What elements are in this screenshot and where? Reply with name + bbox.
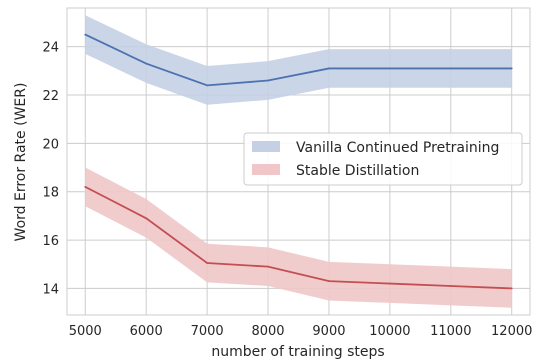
data-point [388,67,391,70]
x-tick-labels: 5000 6000 7000 8000 9000 10000 11000 12000 [69,324,533,339]
x-tick-label: 6000 [130,324,163,339]
legend-swatch-stable [252,164,280,175]
y-tick-label: 18 [42,186,59,201]
data-point [510,287,513,290]
y-tick-labels: 14 16 18 20 22 24 [42,41,59,298]
legend-frame [243,132,523,186]
series-line-0 [84,33,512,87]
confidence-band-1 [85,167,512,308]
x-tick-label: 5000 [69,324,102,339]
data-point [449,285,452,287]
data-point [206,262,209,264]
data-point [84,33,87,36]
legend-label-vanilla: Vanilla Continued Pretraining [296,140,499,156]
y-tick-label: 14 [42,282,59,297]
y-tick-label: 20 [42,137,59,152]
y-axis-label: Word Error Rate (WER) [13,83,29,242]
data-point [328,67,330,70]
legend-swatch-vanilla [252,141,280,152]
data-point [328,280,330,283]
data-point [84,185,87,188]
x-tick-label: 11000 [430,324,471,339]
data-point [267,79,269,82]
x-tick-label: 7000 [191,324,224,339]
confidence-bands [85,15,512,308]
data-point [510,67,513,70]
data-point [388,282,391,285]
x-axis-label: number of training steps [211,344,384,360]
y-tick-label: 16 [42,234,59,249]
data-point [267,265,269,268]
series-line-1 [84,186,512,290]
y-tick-label: 22 [42,89,59,104]
x-tick-label: 8000 [251,324,284,339]
x-tick-label: 10000 [369,324,410,339]
legend: Vanilla Continued Pretraining Stable Dis… [243,132,523,186]
legend-label-stable: Stable Distillation [296,163,419,179]
x-tick-label: 12000 [491,324,532,339]
y-tick-label: 24 [42,41,59,56]
series-lines [84,33,513,290]
data-point [145,217,148,220]
confidence-band-0 [85,15,512,105]
data-point [206,84,209,87]
data-point [449,67,452,70]
x-tick-label: 9000 [312,324,345,339]
plot-frame [66,7,531,316]
data-point [145,62,148,65]
